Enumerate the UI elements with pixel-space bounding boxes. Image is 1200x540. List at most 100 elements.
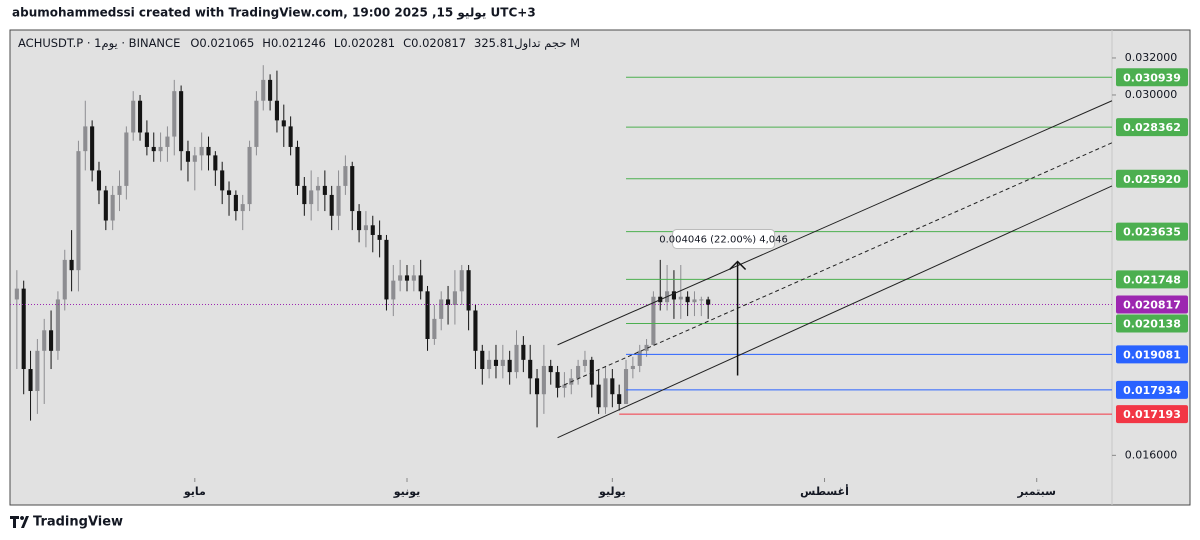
candle-body: [576, 365, 581, 379]
candle-body: [117, 185, 122, 195]
candle-body: [644, 344, 649, 351]
candle-body: [254, 100, 259, 147]
candle-body: [466, 270, 471, 311]
chart-panel: [9, 29, 1191, 506]
candle-body: [322, 185, 327, 195]
candle-body: [309, 190, 314, 205]
candle-body: [83, 126, 88, 152]
candle-body: [692, 299, 697, 303]
candle-body: [144, 132, 149, 147]
candle-body: [199, 146, 204, 156]
price-level-label: 0.030939: [1123, 71, 1181, 84]
candle-body: [391, 280, 396, 300]
candle-body: [124, 132, 129, 186]
measure-box: [672, 229, 776, 250]
candle-body: [534, 378, 540, 395]
candle-body: [487, 359, 492, 370]
price-level-label: 0.021748: [1123, 273, 1181, 286]
channel-line: [557, 100, 1113, 346]
price-level-tag: [1116, 270, 1188, 289]
candle-body: [302, 185, 307, 205]
candle-body: [233, 194, 238, 212]
candle-body: [14, 288, 19, 300]
candle-body: [637, 350, 642, 366]
candle-body: [541, 365, 546, 395]
candle-body: [411, 275, 416, 281]
candle-body: [562, 384, 567, 388]
candle-body: [131, 100, 136, 133]
readout-value: 0.021246: [271, 36, 326, 50]
candle-body: [185, 151, 191, 162]
candle-body: [548, 365, 553, 373]
price-level-tag: [1116, 380, 1188, 399]
candle-body: [357, 211, 362, 231]
y-tick-label: 0.032000: [1125, 51, 1178, 64]
price-level-label: 0.019081: [1123, 348, 1181, 361]
candle-body: [493, 359, 499, 366]
candle-body: [432, 318, 437, 339]
candle-body: [507, 359, 512, 373]
candle-body: [268, 79, 273, 101]
candle-body: [96, 170, 102, 191]
candle-body: [706, 299, 711, 305]
candle-body: [103, 190, 108, 221]
volume-label: حجم تداول: [514, 36, 566, 51]
measure-label: 0.004046 (22.00%) 4,046: [659, 235, 788, 246]
candle-body: [623, 369, 629, 404]
candle-body: [610, 378, 615, 395]
candle-body: [521, 344, 526, 360]
candle-body: [21, 288, 26, 370]
candle-body: [288, 126, 293, 147]
candle-body: [28, 369, 33, 392]
candle-body: [158, 146, 163, 152]
price-level-label: 0.025920: [1123, 173, 1181, 186]
candle-body: [281, 120, 286, 127]
measure-arrowhead: [729, 260, 747, 271]
x-tick-label: أغسطس: [800, 484, 849, 498]
candle-body: [336, 185, 341, 216]
candle-body: [49, 330, 54, 351]
candle-body: [582, 359, 588, 366]
readout-label: C: [403, 36, 411, 50]
candle-body: [425, 291, 430, 339]
candle-body: [220, 170, 225, 191]
y-tick-label: 0.016000: [1125, 448, 1178, 461]
candle-body: [617, 394, 622, 404]
candle-body: [473, 310, 478, 351]
x-tick-label: سبتمبر: [1016, 485, 1056, 498]
candle-body: [179, 91, 184, 152]
price-level-label: 0.020817: [1123, 298, 1181, 311]
y-tick-label: 0.030000: [1125, 88, 1178, 101]
readout-label: L: [334, 36, 341, 50]
candle-body: [699, 299, 704, 301]
candle-body: [398, 275, 403, 281]
price-level-label: 0.017934: [1123, 384, 1181, 397]
candle-body: [370, 225, 375, 235]
candle-body: [350, 166, 355, 212]
candle-body: [315, 185, 321, 191]
candle-body: [261, 79, 266, 101]
candle-body: [172, 91, 177, 137]
candle-body: [630, 365, 635, 370]
candle-body: [439, 299, 444, 319]
x-tick-label: يونيو: [393, 485, 421, 498]
candle-body: [329, 194, 334, 216]
price-level-tag: [1116, 68, 1188, 87]
price-level-label: 0.023635: [1123, 226, 1181, 239]
price-level-label: 0.028362: [1123, 121, 1181, 134]
price-level-tag: [1116, 169, 1188, 188]
candle-body: [274, 100, 279, 121]
channel-line: [557, 185, 1113, 439]
candle-body: [459, 270, 464, 292]
price-level-tag: [1116, 295, 1188, 314]
x-tick-label: يوليو: [598, 485, 626, 498]
candle-body: [42, 330, 47, 351]
candle-body: [377, 234, 382, 240]
candle-body: [363, 225, 368, 231]
candle-body: [404, 275, 410, 281]
candle-body: [151, 146, 156, 152]
candle-body: [596, 384, 601, 408]
candle-body: [213, 155, 218, 171]
candle-body: [678, 296, 683, 300]
candle-body: [671, 291, 676, 300]
